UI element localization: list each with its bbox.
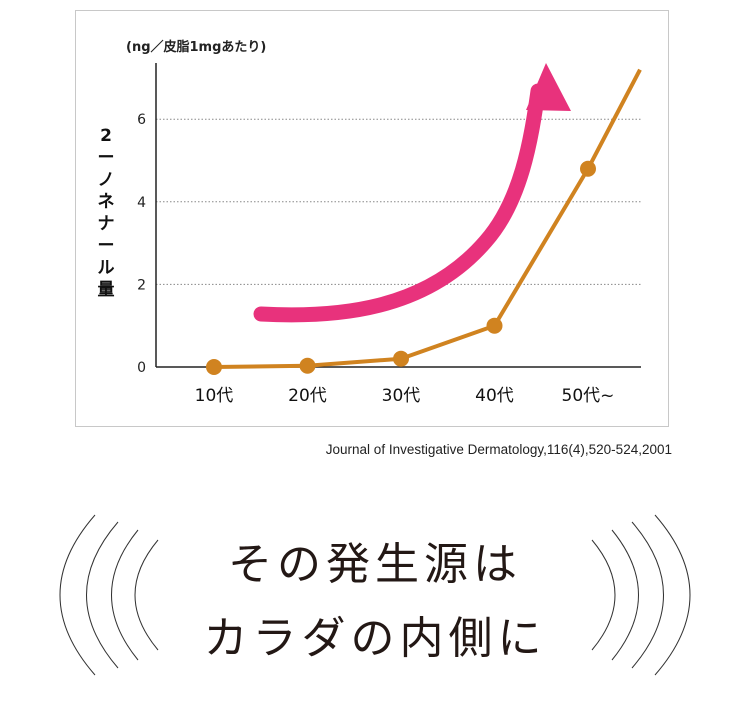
data-point (580, 160, 596, 177)
line-chart: 0 2 4 6 10代 20代 30代 40代 50代~ (ng／皮脂1mgあたり) 2 ーノネナ… (98, 39, 642, 406)
x-tick-label: 30代 (382, 386, 421, 406)
x-tick-label: 20代 (288, 386, 327, 406)
y-tick-label: 4 (137, 195, 146, 211)
trend-arrow-head (526, 63, 571, 111)
y-tick-label: 2 (137, 277, 146, 293)
data-point (206, 359, 222, 375)
series-line (213, 68, 642, 369)
data-point (299, 357, 316, 374)
data-point (486, 317, 503, 334)
trend-arrow (253, 83, 546, 323)
chart-frame: 0 2 4 6 10代 20代 30代 40代 50代~ (ng／皮脂1mgあたり) 2 ーノネナ… (75, 10, 669, 427)
x-tick-label: 50代~ (562, 386, 615, 406)
headline-line2: カラダの内側に (203, 613, 547, 664)
x-tick-label: 40代 (475, 386, 514, 406)
source-citation: Journal of Investigative Dermatology,116… (325, 442, 672, 457)
data-point (393, 350, 409, 367)
unit-label: (ng／皮脂1mgあたり) (126, 39, 266, 55)
x-tick-label: 10代 (195, 386, 234, 406)
y-axis-label: 2 ーノネナール量 (98, 126, 115, 300)
y-tick-label: 0 (137, 360, 146, 376)
y-tick-label: 6 (137, 112, 146, 128)
headline-line1: その発生源は (228, 539, 522, 590)
